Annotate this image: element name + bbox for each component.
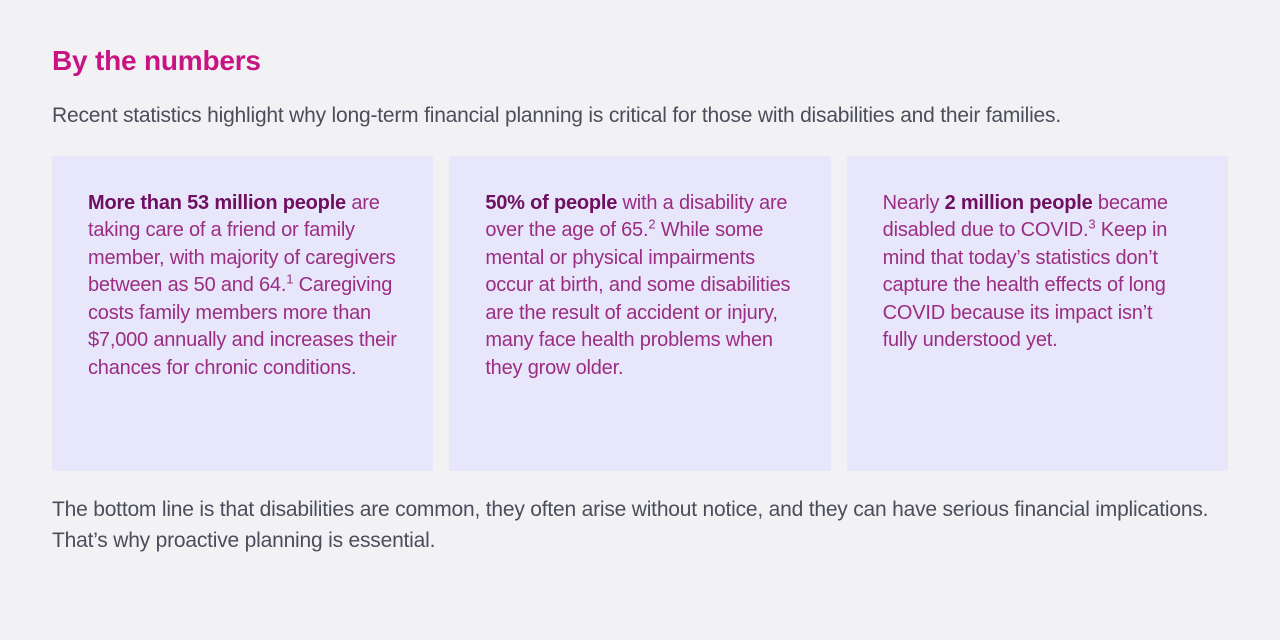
card-text-segment: 1 xyxy=(286,271,294,287)
card-text-segment: 50% of people xyxy=(485,191,618,214)
card-text-segment: with a disability are over the age of 65… xyxy=(485,191,788,242)
card-text-segment: While some mental or physical impairment… xyxy=(485,219,791,379)
card-text-segment: 3 xyxy=(1088,216,1096,232)
stat-card-covid: Nearly 2 million people became disabled … xyxy=(846,155,1228,471)
card-text-segment: became disabled due to COVID. xyxy=(882,191,1168,242)
card-text-segment: More than 53 million people xyxy=(88,191,346,214)
card-text-segment: 2 million people xyxy=(944,191,1093,214)
stat-card-over-65: 50% of people with a disability are over… xyxy=(449,155,831,471)
card-text-segment: Nearly xyxy=(882,191,945,214)
card-text-segment: Caregiving costs family members more tha… xyxy=(88,274,397,379)
stat-card-caregivers: More than 53 million people are taking c… xyxy=(52,155,434,471)
page-title: By the numbers xyxy=(52,45,261,76)
card-text-segment: Keep in mind that today’s statistics don… xyxy=(882,219,1168,352)
card-text-segment: are taking care of a friend or family me… xyxy=(88,191,396,297)
outro-paragraph: The bottom line is that disabilities are… xyxy=(52,497,1209,552)
card-text-segment: 2 xyxy=(648,216,656,232)
intro-paragraph: Recent statistics highlight why long-ter… xyxy=(52,103,1061,127)
stat-cards-row: More than 53 million people are taking c… xyxy=(52,155,1228,471)
